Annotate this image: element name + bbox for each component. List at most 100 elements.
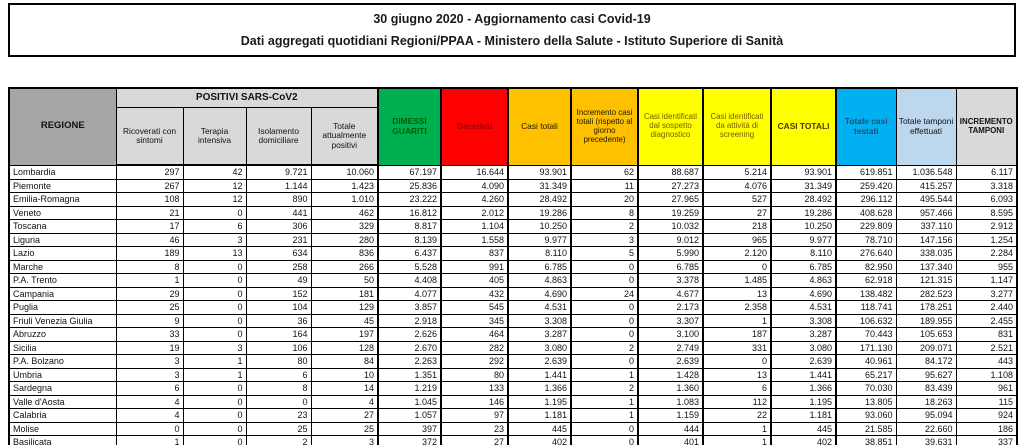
column-header-terapia-intensiva: Terapia intensiva: [182, 107, 247, 166]
value-cell-casi-totali-2: 1.195: [770, 394, 837, 409]
value-cell-casi-totali: 1.441: [507, 367, 572, 382]
value-cell-casi-totali-2: 445: [770, 421, 837, 436]
value-cell-ricoverati-con-sintomi: 9: [115, 313, 184, 328]
value-cell-incremento-casi-totali: 20: [570, 192, 639, 207]
value-cell-incremento-casi-totali: 1: [570, 408, 639, 423]
table-row: Piemonte 267 12 1.144 1.423 25.836 4.090 31.349…: [8, 178, 1018, 193]
table-row: Basilicata 1 0 2 3 372 27 402 0 401 1 402 38.851 39.6…: [8, 435, 1018, 445]
value-cell-casi-totali: 2.639: [507, 354, 572, 369]
value-cell-totale-casi-testati: 40.961: [835, 354, 897, 369]
value-cell-isolamento-domiciliare: 231: [245, 232, 312, 247]
region-cell: Piemonte: [8, 178, 117, 193]
value-cell-casi-totali: 3.287: [507, 327, 572, 342]
value-cell-casi-screening: 6: [702, 381, 772, 396]
value-cell-casi-totali-2: 402: [770, 435, 837, 445]
table-row: Molise 0 0 25 25 397 23 445 0 444 1 445 21.585 22.660…: [8, 421, 1018, 436]
value-cell-casi-totali: 402: [507, 435, 572, 445]
region-cell: Umbria: [8, 367, 117, 382]
value-cell-totale-tamponi-effettuati: 415.257: [895, 178, 957, 193]
value-cell-totale-casi-testati: 296.112: [835, 192, 897, 207]
value-cell-terapia-intensiva: 6: [182, 219, 247, 234]
value-cell-totale-attualmente-positivi: 280: [310, 232, 379, 247]
region-cell: Toscana: [8, 219, 117, 234]
value-cell-dimessi-guariti: 25.836: [377, 178, 442, 193]
value-cell-incremento-tamponi: 186: [955, 421, 1018, 436]
value-cell-casi-sospetto-diagnostico: 88.687: [637, 164, 704, 180]
value-cell-totale-tamponi-effettuati: 22.660: [895, 421, 957, 436]
value-cell-terapia-intensiva: 0: [182, 259, 247, 274]
region-cell: Veneto: [8, 205, 117, 220]
value-cell-deceduti: 23: [440, 421, 509, 436]
value-cell-totale-attualmente-positivi: 1.423: [310, 178, 379, 193]
value-cell-isolamento-domiciliare: 890: [245, 192, 312, 207]
value-cell-dimessi-guariti: 23.222: [377, 192, 442, 207]
value-cell-ricoverati-con-sintomi: 21: [115, 205, 184, 220]
value-cell-casi-totali-2: 3.308: [770, 313, 837, 328]
value-cell-casi-sospetto-diagnostico: 444: [637, 421, 704, 436]
value-cell-casi-totali: 9.977: [507, 232, 572, 247]
value-cell-dimessi-guariti: 2.263: [377, 354, 442, 369]
column-header-casi-screening: Casi identificati da attività di screeni…: [702, 87, 772, 166]
value-cell-casi-sospetto-diagnostico: 27.965: [637, 192, 704, 207]
value-cell-casi-sospetto-diagnostico: 3.100: [637, 327, 704, 342]
value-cell-incremento-tamponi: 831: [955, 327, 1018, 342]
value-cell-incremento-casi-totali: 0: [570, 273, 639, 288]
value-cell-totale-casi-testati: 78.710: [835, 232, 897, 247]
value-cell-isolamento-domiciliare: 25: [245, 421, 312, 436]
value-cell-ricoverati-con-sintomi: 3: [115, 354, 184, 369]
value-cell-totale-tamponi-effettuati: 121.315: [895, 273, 957, 288]
table-body: Lombardia 297 42 9.721 10.060 67.197 16.644 93.…: [8, 164, 1018, 445]
value-cell-totale-tamponi-effettuati: 95.627: [895, 367, 957, 382]
value-cell-isolamento-domiciliare: 6: [245, 367, 312, 382]
header-group-row: REGIONE POSITIVI SARS-CoV2 DIMESSI GUARI…: [8, 87, 1018, 166]
value-cell-incremento-tamponi: 3.277: [955, 286, 1018, 301]
value-cell-incremento-tamponi: 924: [955, 408, 1018, 423]
value-cell-incremento-tamponi: 955: [955, 259, 1018, 274]
value-cell-totale-tamponi-effettuati: 39.631: [895, 435, 957, 445]
value-cell-isolamento-domiciliare: 49: [245, 273, 312, 288]
value-cell-incremento-tamponi: 2.455: [955, 313, 1018, 328]
value-cell-incremento-casi-totali: 5: [570, 246, 639, 261]
value-cell-totale-tamponi-effettuati: 495.544: [895, 192, 957, 207]
value-cell-deceduti: 837: [440, 246, 509, 261]
value-cell-incremento-casi-totali: 2: [570, 219, 639, 234]
value-cell-casi-totali-2: 4.531: [770, 300, 837, 315]
value-cell-casi-screening: 2.120: [702, 246, 772, 261]
value-cell-isolamento-domiciliare: 80: [245, 354, 312, 369]
value-cell-casi-totali: 10.250: [507, 219, 572, 234]
value-cell-totale-casi-testati: 65.217: [835, 367, 897, 382]
value-cell-casi-totali: 28.492: [507, 192, 572, 207]
value-cell-casi-screening: 0: [702, 259, 772, 274]
value-cell-totale-casi-testati: 229.809: [835, 219, 897, 234]
value-cell-casi-screening: 13: [702, 367, 772, 382]
value-cell-deceduti: 545: [440, 300, 509, 315]
value-cell-totale-tamponi-effettuati: 337.110: [895, 219, 957, 234]
value-cell-casi-screening: 1: [702, 313, 772, 328]
value-cell-casi-screening: 0: [702, 354, 772, 369]
value-cell-incremento-tamponi: 3.318: [955, 178, 1018, 193]
value-cell-totale-attualmente-positivi: 14: [310, 381, 379, 396]
value-cell-totale-attualmente-positivi: 50: [310, 273, 379, 288]
value-cell-incremento-casi-totali: 3: [570, 232, 639, 247]
value-cell-deceduti: 27: [440, 435, 509, 445]
value-cell-incremento-tamponi: 1.108: [955, 367, 1018, 382]
value-cell-incremento-casi-totali: 8: [570, 205, 639, 220]
value-cell-ricoverati-con-sintomi: 0: [115, 421, 184, 436]
value-cell-casi-totali: 3.080: [507, 340, 572, 355]
value-cell-casi-totali-2: 8.110: [770, 246, 837, 261]
value-cell-totale-casi-testati: 259.420: [835, 178, 897, 193]
value-cell-casi-totali: 93.901: [507, 164, 572, 180]
value-cell-totale-tamponi-effettuati: 189.955: [895, 313, 957, 328]
table-row: Liguria 46 3 231 280 8.139 1.558 9.977 3 9.012 965…: [8, 232, 1018, 247]
value-cell-casi-totali: 4.863: [507, 273, 572, 288]
value-cell-deceduti: 4.260: [440, 192, 509, 207]
value-cell-deceduti: 146: [440, 394, 509, 409]
value-cell-totale-casi-testati: 619.851: [835, 164, 897, 180]
column-header-ricoverati-con-sintomi: Ricoverati con sintomi: [115, 107, 184, 166]
value-cell-totale-tamponi-effettuati: 338.035: [895, 246, 957, 261]
value-cell-isolamento-domiciliare: 0: [245, 394, 312, 409]
value-cell-totale-tamponi-effettuati: 84.172: [895, 354, 957, 369]
value-cell-terapia-intensiva: 1: [182, 367, 247, 382]
value-cell-dimessi-guariti: 67.197: [377, 164, 442, 180]
value-cell-ricoverati-con-sintomi: 29: [115, 286, 184, 301]
